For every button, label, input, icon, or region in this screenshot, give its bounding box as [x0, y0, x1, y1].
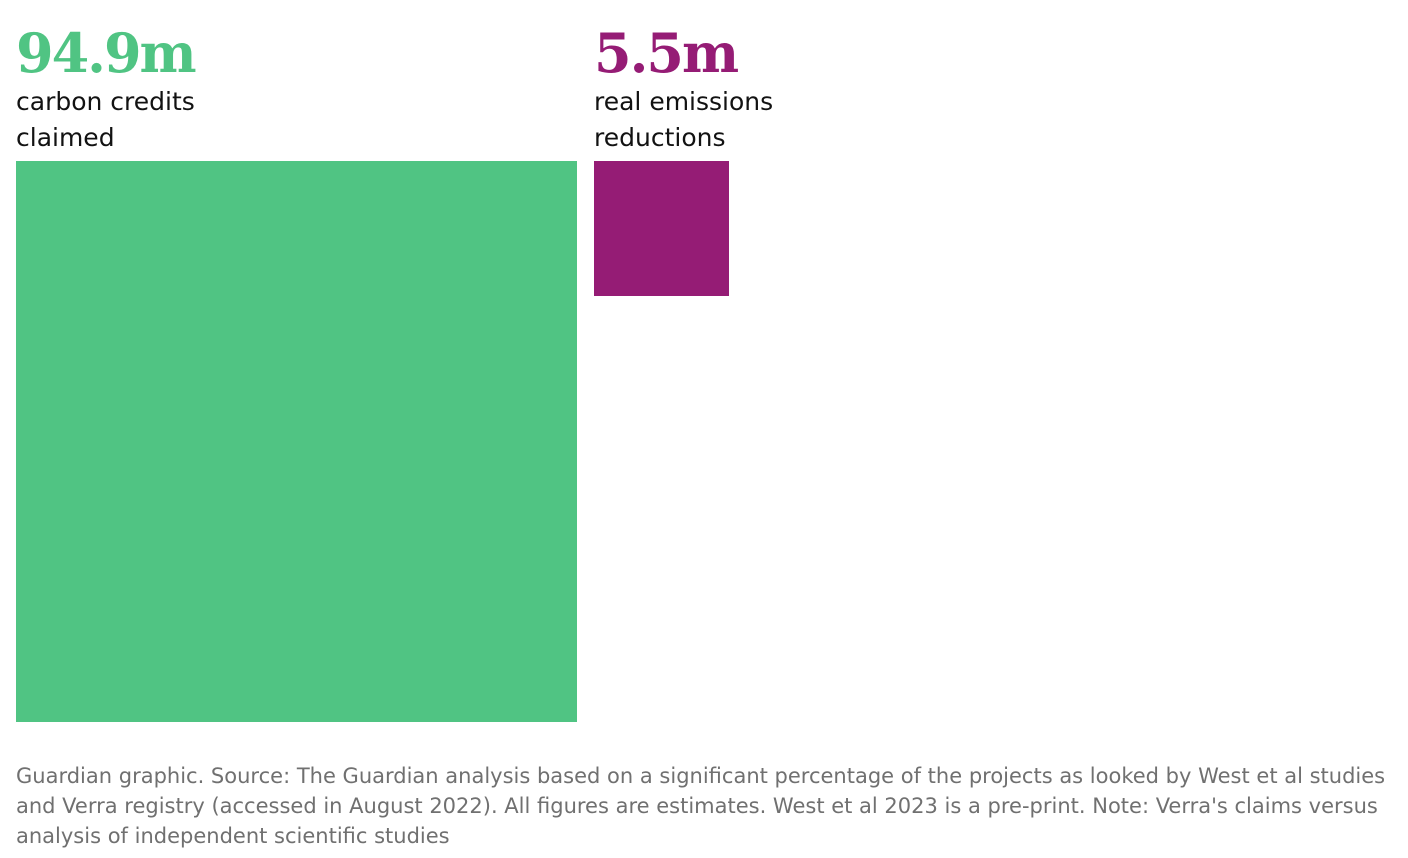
series-credits-claimed: 94.9m carbon credits claimed: [16, 22, 246, 156]
series-real-reductions: 5.5m real emissions reductions: [594, 22, 824, 156]
credits-claimed-square: [16, 161, 577, 722]
credits-claimed-value: 94.9m: [16, 21, 197, 85]
credits-claimed-label: carbon credits claimed: [16, 87, 195, 152]
real-reductions-label: real emissions reductions: [594, 87, 774, 152]
source-note: Guardian graphic. Source: The Guardian a…: [16, 764, 1386, 848]
real-reductions-square: [594, 161, 729, 296]
real-reductions-value: 5.5m: [594, 21, 739, 85]
